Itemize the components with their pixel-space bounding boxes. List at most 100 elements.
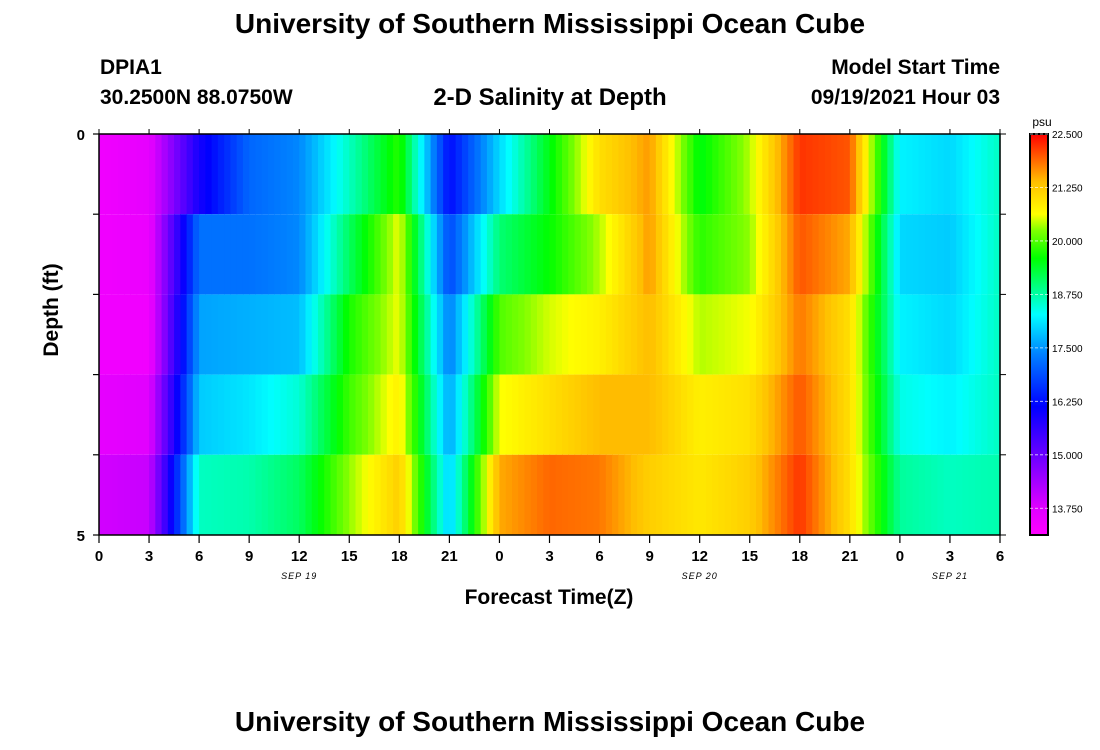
heatmap-cell	[324, 454, 332, 535]
heatmap-cell	[774, 134, 782, 215]
heatmap-cell	[374, 134, 382, 215]
heatmap-cell	[737, 134, 745, 215]
date-label: SEP 20	[682, 571, 718, 581]
heatmap-cell	[430, 374, 438, 455]
heatmap-cell	[511, 294, 519, 375]
heatmap-cell	[649, 454, 657, 535]
heatmap-cell	[806, 454, 813, 535]
heatmap-cell	[480, 294, 488, 375]
heatmap-cell	[349, 454, 357, 535]
x-axis: 0 3 6 9 12 15 18 21 0 3 6 9 12 15 18 21 0 3 6 SEP 19 SEP 20 S…	[95, 129, 1004, 581]
x-tick-label: 12	[691, 548, 708, 565]
heatmap-cell	[749, 454, 757, 535]
heatmap-cell	[343, 374, 350, 455]
heatmap-cell	[868, 214, 876, 295]
heatmap-cell	[649, 294, 657, 375]
heatmap-cell	[149, 294, 156, 375]
heatmap-cell	[637, 214, 644, 295]
heatmap-cell	[749, 134, 757, 215]
x-tick-label: 3	[545, 548, 553, 565]
heatmap-cell	[161, 374, 169, 455]
heatmap-cell	[974, 134, 982, 215]
heatmap-cell	[931, 454, 939, 535]
heatmap-cell	[843, 374, 851, 455]
heatmap-cell	[749, 214, 757, 295]
heatmap-cell	[862, 454, 870, 535]
heatmap-cell	[186, 454, 194, 535]
x-tick-label: 9	[245, 548, 253, 565]
heatmap-cell	[712, 294, 720, 375]
heatmap-cell	[405, 454, 413, 535]
heatmap-cell	[299, 134, 307, 215]
heatmap-cell	[411, 294, 419, 375]
heatmap-cell	[493, 374, 501, 455]
heatmap-cell	[605, 374, 613, 455]
heatmap-cell	[236, 454, 244, 535]
heatmap-cell	[411, 454, 419, 535]
heatmap-cell	[781, 214, 788, 295]
heatmap-cell	[981, 454, 989, 535]
heatmap-cell	[724, 374, 732, 455]
heatmap-cell	[787, 214, 795, 295]
heatmap-cell	[217, 454, 225, 535]
heatmap-cell	[486, 134, 494, 215]
heatmap-cell	[724, 294, 732, 375]
heatmap-cell	[368, 294, 375, 375]
heatmap-cell	[474, 294, 482, 375]
heatmap-cell	[849, 374, 857, 455]
heatmap-cell	[912, 214, 920, 295]
heatmap-cell	[868, 374, 876, 455]
x-tick-label: 6	[996, 548, 1004, 565]
colorbar-tick-label: 20.000	[1052, 237, 1083, 248]
heatmap-cell	[637, 134, 644, 215]
heatmap-cell	[687, 134, 695, 215]
heatmap-cell	[292, 134, 300, 215]
heatmap-cell	[643, 214, 651, 295]
colorbar-gradient	[1029, 133, 1049, 536]
heatmap-cell	[499, 134, 507, 215]
y-tick-label: 0	[77, 127, 85, 144]
heatmap-cell	[205, 134, 213, 215]
heatmap-cell	[486, 374, 494, 455]
heatmap-cell	[518, 214, 526, 295]
heatmap-cell	[536, 214, 544, 295]
heatmap-cell	[949, 374, 957, 455]
heatmap-cell	[330, 134, 338, 215]
heatmap-cell	[887, 214, 895, 295]
heatmap-cell	[217, 374, 225, 455]
heatmap-cell	[981, 294, 989, 375]
x-tick-label: 21	[441, 548, 458, 565]
colorbar-tick-label: 15.000	[1052, 451, 1083, 462]
heatmap-cell	[499, 214, 507, 295]
heatmap-cell	[812, 294, 820, 375]
heatmap-cell	[680, 454, 688, 535]
heatmap-cell	[887, 374, 895, 455]
heatmap-cell	[224, 214, 231, 295]
heatmap-cell	[668, 134, 676, 215]
heatmap-cell	[799, 294, 807, 375]
heatmap-cell	[680, 294, 688, 375]
heatmap-cell	[593, 214, 601, 295]
heatmap-cell	[305, 294, 313, 375]
heatmap-cell	[655, 374, 663, 455]
heatmap-cell	[662, 294, 669, 375]
heatmap-cell	[242, 454, 250, 535]
heatmap-cell	[605, 214, 613, 295]
heatmap-cell	[856, 454, 863, 535]
heatmap-cell	[593, 294, 601, 375]
heatmap-cell	[705, 294, 713, 375]
heatmap-cell	[781, 374, 788, 455]
heatmap-cell	[924, 374, 932, 455]
heatmap-cell	[449, 134, 457, 215]
heatmap-cell	[192, 294, 200, 375]
heatmap-cell	[199, 454, 206, 535]
heatmap-cell	[668, 454, 676, 535]
heatmap-cell	[937, 134, 945, 215]
heatmap-cell	[142, 374, 150, 455]
heatmap-cell	[543, 214, 551, 295]
heatmap-cell	[124, 214, 131, 295]
heatmap-cell	[637, 454, 644, 535]
heatmap-cell	[274, 454, 282, 535]
heatmap-cell	[524, 294, 532, 375]
heatmap-cell	[186, 134, 194, 215]
